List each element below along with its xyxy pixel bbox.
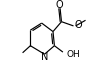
Text: OH: OH bbox=[66, 50, 80, 59]
Text: N: N bbox=[41, 52, 48, 62]
Text: O: O bbox=[75, 20, 83, 30]
Text: O: O bbox=[56, 0, 63, 10]
